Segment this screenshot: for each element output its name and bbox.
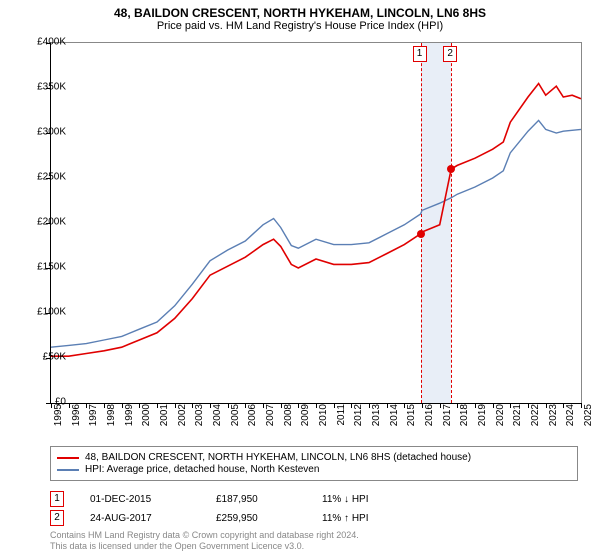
xlabel: 2012 bbox=[353, 404, 364, 426]
xtick bbox=[157, 403, 158, 408]
xlabel: 1995 bbox=[53, 404, 64, 426]
event-row-1-date: 01-DEC-2015 bbox=[90, 494, 190, 505]
xlabel: 2019 bbox=[477, 404, 488, 426]
line-svg bbox=[51, 43, 581, 403]
xlabel: 1996 bbox=[71, 404, 82, 426]
xtick bbox=[69, 403, 70, 408]
xlabel: 2011 bbox=[336, 404, 347, 426]
event-row-2-marker: 2 bbox=[50, 510, 64, 526]
event-row-2-date: 24-AUG-2017 bbox=[90, 513, 190, 524]
xlabel: 1997 bbox=[88, 404, 99, 426]
xlabel: 2002 bbox=[177, 404, 188, 426]
xtick bbox=[122, 403, 123, 408]
xlabel: 2013 bbox=[371, 404, 382, 426]
xtick bbox=[493, 403, 494, 408]
xtick bbox=[546, 403, 547, 408]
event-row-1-marker: 1 bbox=[50, 491, 64, 507]
xtick bbox=[440, 403, 441, 408]
legend: 48, BAILDON CRESCENT, NORTH HYKEHAM, LIN… bbox=[50, 446, 578, 481]
xtick bbox=[263, 403, 264, 408]
xlabel: 2022 bbox=[530, 404, 541, 426]
ylabel: £350K bbox=[37, 82, 66, 93]
xlabel: 2007 bbox=[265, 404, 276, 426]
xtick bbox=[281, 403, 282, 408]
xlabel: 2018 bbox=[459, 404, 470, 426]
footer-line-2: This data is licensed under the Open Gov… bbox=[50, 541, 359, 552]
xtick bbox=[475, 403, 476, 408]
xtick bbox=[422, 403, 423, 408]
legend-label-hpi: HPI: Average price, detached house, Nort… bbox=[85, 464, 319, 475]
xlabel: 2024 bbox=[565, 404, 576, 426]
xlabel: 2021 bbox=[512, 404, 523, 426]
xlabel: 2000 bbox=[141, 404, 152, 426]
plot-area bbox=[50, 42, 582, 404]
xlabel: 1999 bbox=[124, 404, 135, 426]
xlabel: 2020 bbox=[495, 404, 506, 426]
xtick bbox=[581, 403, 582, 408]
ylabel: £400K bbox=[37, 37, 66, 48]
xtick bbox=[51, 403, 52, 408]
series-property bbox=[51, 84, 581, 357]
footer: Contains HM Land Registry data © Crown c… bbox=[50, 530, 359, 553]
sale-point-2 bbox=[447, 165, 455, 173]
ylabel: £250K bbox=[37, 172, 66, 183]
xlabel: 2003 bbox=[194, 404, 205, 426]
ylabel: £300K bbox=[37, 127, 66, 138]
ylabel: £150K bbox=[37, 262, 66, 273]
xtick bbox=[528, 403, 529, 408]
event-row-1: 1 01-DEC-2015 £187,950 11% ↓ HPI bbox=[50, 491, 392, 507]
event-row-1-price: £187,950 bbox=[216, 494, 296, 505]
legend-swatch-property bbox=[57, 457, 79, 459]
xtick bbox=[369, 403, 370, 408]
xlabel: 2004 bbox=[212, 404, 223, 426]
ylabel: £200K bbox=[37, 217, 66, 228]
footer-line-1: Contains HM Land Registry data © Crown c… bbox=[50, 530, 359, 541]
legend-swatch-hpi bbox=[57, 469, 79, 471]
xtick bbox=[387, 403, 388, 408]
events-table: 1 01-DEC-2015 £187,950 11% ↓ HPI 2 24-AU… bbox=[50, 488, 392, 529]
event-row-2-pct: 11% ↑ HPI bbox=[322, 513, 392, 524]
series-hpi bbox=[51, 120, 581, 347]
ylabel: £50K bbox=[43, 352, 66, 363]
xlabel: 2015 bbox=[406, 404, 417, 426]
xlabel: 2014 bbox=[389, 404, 400, 426]
event-marker-2: 2 bbox=[443, 46, 457, 62]
xlabel: 2016 bbox=[424, 404, 435, 426]
xlabel: 2006 bbox=[247, 404, 258, 426]
legend-item-hpi: HPI: Average price, detached house, Nort… bbox=[57, 464, 571, 475]
xtick bbox=[210, 403, 211, 408]
xtick bbox=[175, 403, 176, 408]
event-row-1-pct: 11% ↓ HPI bbox=[322, 494, 392, 505]
xlabel: 1998 bbox=[106, 404, 117, 426]
xtick bbox=[104, 403, 105, 408]
xlabel: 2008 bbox=[283, 404, 294, 426]
xtick bbox=[228, 403, 229, 408]
xtick bbox=[316, 403, 317, 408]
xlabel: 2017 bbox=[442, 404, 453, 426]
xlabel: 2005 bbox=[230, 404, 241, 426]
chart-title: 48, BAILDON CRESCENT, NORTH HYKEHAM, LIN… bbox=[0, 0, 600, 20]
chart-subtitle: Price paid vs. HM Land Registry's House … bbox=[0, 20, 600, 36]
legend-label-property: 48, BAILDON CRESCENT, NORTH HYKEHAM, LIN… bbox=[85, 452, 471, 463]
xlabel: 2009 bbox=[300, 404, 311, 426]
xtick bbox=[334, 403, 335, 408]
xlabel: 2025 bbox=[583, 404, 594, 426]
event-row-2-price: £259,950 bbox=[216, 513, 296, 524]
xlabel: 2001 bbox=[159, 404, 170, 426]
sale-point-1 bbox=[417, 230, 425, 238]
chart-container: 48, BAILDON CRESCENT, NORTH HYKEHAM, LIN… bbox=[0, 0, 600, 560]
legend-item-property: 48, BAILDON CRESCENT, NORTH HYKEHAM, LIN… bbox=[57, 452, 571, 463]
event-marker-1: 1 bbox=[413, 46, 427, 62]
event-row-2: 2 24-AUG-2017 £259,950 11% ↑ HPI bbox=[50, 510, 392, 526]
ylabel: £100K bbox=[37, 307, 66, 318]
xlabel: 2023 bbox=[548, 404, 559, 426]
xlabel: 2010 bbox=[318, 404, 329, 426]
